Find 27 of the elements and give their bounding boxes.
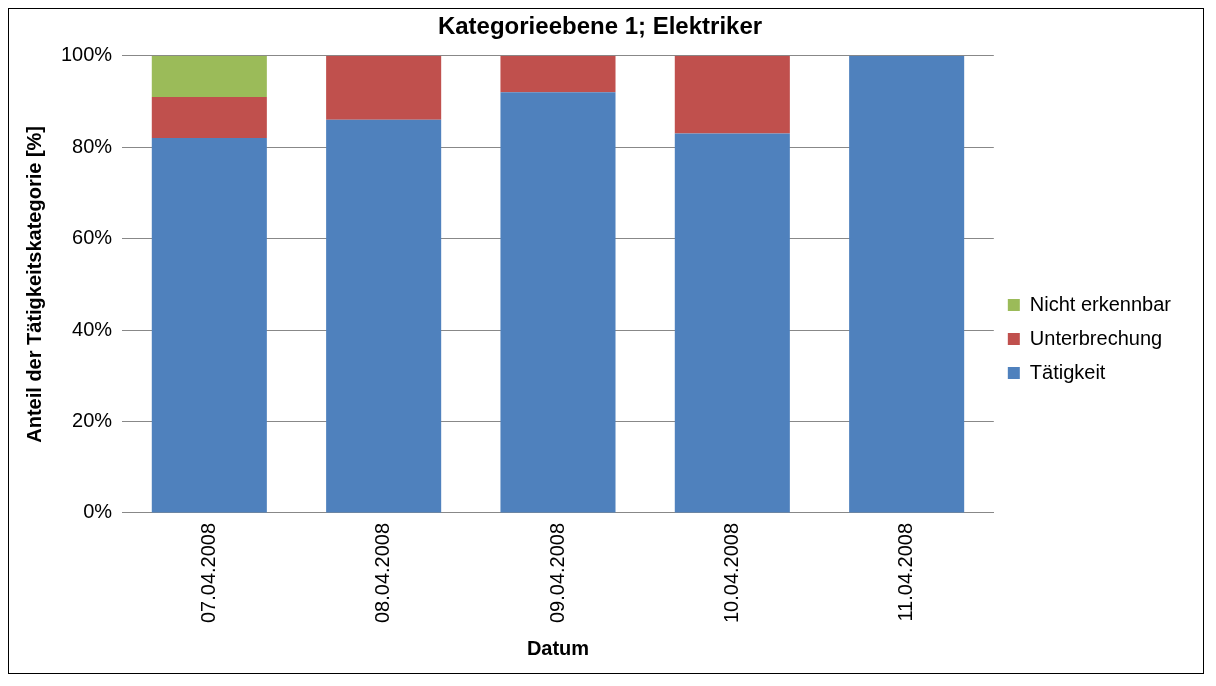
- legend-label: Nicht erkennbar: [1029, 292, 1172, 315]
- x-tick-label: 07.04.2008: [196, 522, 219, 624]
- y-tick-label: 40%: [72, 317, 113, 340]
- legend-label: Tätigkeit: [1029, 360, 1106, 383]
- bar: [151, 138, 267, 513]
- bar: [326, 55, 442, 120]
- bar: [674, 55, 790, 134]
- y-tick-label: 60%: [72, 226, 113, 249]
- x-axis-title: Datum: [526, 636, 590, 659]
- bar: [326, 119, 442, 513]
- y-tick-label: 100%: [61, 43, 113, 66]
- x-tick-label: 09.04.2008: [545, 522, 568, 624]
- legend-label: Unterbrechung: [1029, 326, 1163, 349]
- y-tick-label: 20%: [72, 409, 113, 431]
- y-tick-label: 80%: [72, 134, 113, 157]
- bar: [151, 55, 267, 97]
- bar: [500, 92, 616, 513]
- x-tick-label: 10.04.2008: [719, 522, 742, 624]
- bar: [849, 55, 965, 513]
- x-tick-label: 11.04.2008: [894, 522, 917, 622]
- y-tick-label: 0%: [83, 500, 113, 523]
- bar: [674, 133, 790, 513]
- y-axis-title: Anteil der Tätigkeitskategorie [%]: [22, 125, 45, 443]
- bar: [151, 96, 267, 139]
- chart-title: Kategorieebene 1; Elektriker: [437, 12, 763, 40]
- x-tick-label: 08.04.2008: [371, 522, 394, 624]
- bar: [500, 55, 616, 93]
